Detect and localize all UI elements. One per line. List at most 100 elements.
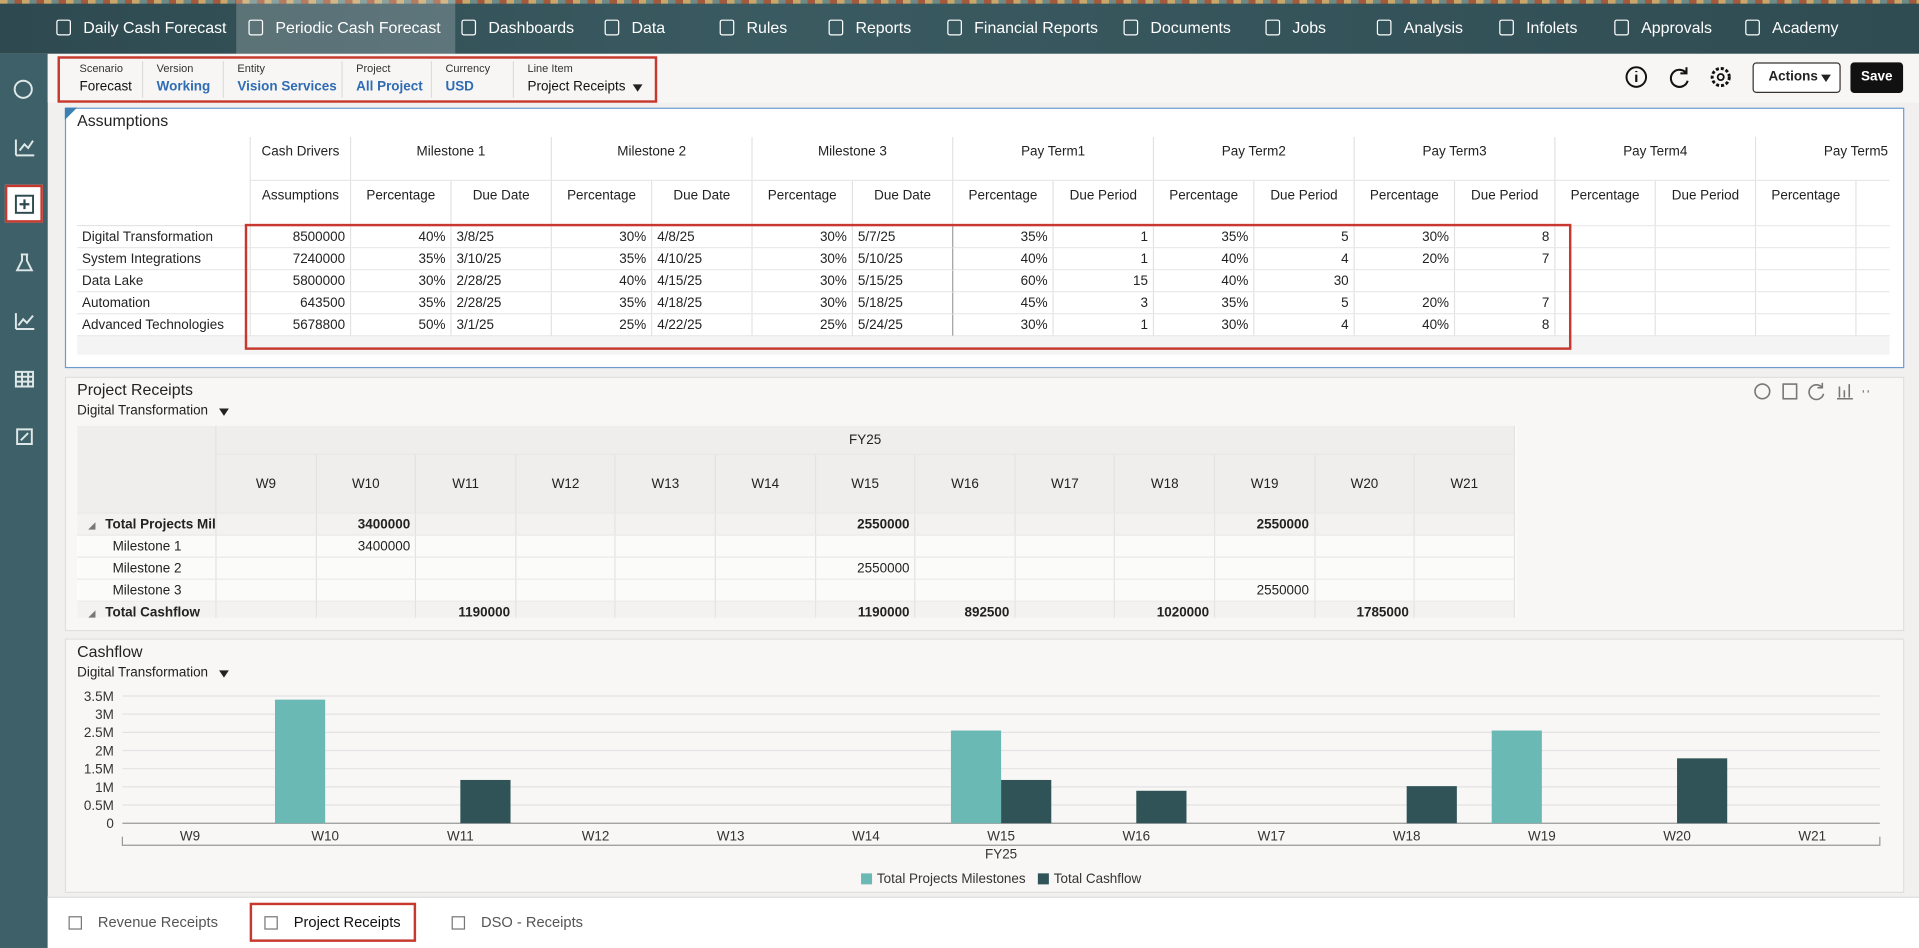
data-cell[interactable]: 35% [1154, 226, 1255, 249]
data-cell[interactable]: 5678800 [250, 314, 352, 337]
data-cell[interactable]: 5/7/25 [853, 226, 954, 249]
data-cell[interactable]: 20% [1354, 292, 1456, 315]
data-cell[interactable]: 2/28/25 [451, 292, 552, 315]
data-cell[interactable]: 5/15/25 [853, 270, 954, 293]
data-cell[interactable]: 5/18/25 [853, 292, 954, 315]
data-cell[interactable]: 30% [752, 270, 854, 293]
pov-value[interactable]: All Project [356, 79, 423, 95]
data-cell[interactable]: 3/1/25 [451, 314, 552, 337]
data-cell[interactable]: 3/8/25 [451, 226, 552, 249]
pov-value[interactable]: Working [156, 79, 211, 95]
data-cell[interactable]: 2/28/25 [451, 270, 552, 293]
nav-tab[interactable]: Reports [816, 0, 926, 54]
info-icon[interactable] [1754, 383, 1771, 400]
data-cell[interactable]: 30% [752, 226, 854, 249]
data-cell[interactable]: 5/24/25 [853, 314, 954, 337]
bottom-tab[interactable]: Project Receipts [264, 903, 401, 942]
data-cell[interactable]: 4/18/25 [652, 292, 753, 315]
pov-value[interactable]: USD [445, 79, 474, 95]
sidebar-icon[interactable] [12, 424, 36, 448]
member-selector[interactable]: Digital Transformation [77, 403, 209, 419]
info-icon[interactable] [1625, 66, 1648, 88]
data-cell[interactable]: 35% [351, 292, 452, 315]
data-cell[interactable]: 30% [752, 248, 854, 271]
data-cell[interactable]: 15 [1053, 270, 1155, 293]
dropdown-arrow[interactable] [219, 408, 229, 416]
nav-tab[interactable]: Financial Reports [935, 0, 1113, 54]
nav-tab[interactable]: Approvals [1602, 0, 1727, 54]
data-cell[interactable]: 3/10/25 [451, 248, 552, 271]
save-icon[interactable] [1782, 383, 1798, 400]
data-cell[interactable]: 30% [953, 314, 1054, 337]
member-selector[interactable]: Digital Transformation [77, 665, 209, 681]
data-cell[interactable]: 60% [953, 270, 1054, 293]
data-cell[interactable]: 8500000 [250, 226, 352, 249]
actions-button[interactable]: Actions [1752, 62, 1841, 93]
data-cell[interactable]: 40% [1354, 314, 1456, 337]
data-cell[interactable]: 35% [953, 226, 1054, 249]
data-cell[interactable]: 40% [953, 248, 1054, 271]
nav-tab[interactable]: Jobs [1253, 0, 1340, 54]
nav-tab[interactable]: Daily Cash Forecast [44, 0, 241, 54]
data-cell[interactable]: 5 [1254, 292, 1355, 315]
refresh-icon[interactable] [1808, 382, 1825, 401]
nav-tab[interactable]: Periodic Cash Forecast [236, 0, 456, 54]
settings-icon[interactable] [1710, 67, 1731, 88]
data-cell[interactable]: 7240000 [250, 248, 352, 271]
save-button[interactable]: Save [1850, 62, 1904, 93]
data-cell[interactable]: 40% [351, 226, 452, 249]
dropdown-arrow[interactable] [632, 84, 643, 92]
nav-tab[interactable]: Infolets [1487, 0, 1592, 54]
data-cell[interactable]: 25% [551, 314, 653, 337]
data-cell[interactable]: 3 [1053, 292, 1155, 315]
data-cell[interactable]: 8 [1455, 226, 1556, 249]
data-cell[interactable]: 35% [551, 248, 653, 271]
data-cell[interactable]: 40% [1154, 248, 1255, 271]
data-cell[interactable]: 4/8/25 [652, 226, 753, 249]
dropdown-arrow[interactable] [1821, 74, 1831, 82]
nav-tab[interactable]: Data [592, 0, 679, 54]
expand-arrow[interactable] [88, 522, 96, 530]
dropdown-arrow[interactable] [219, 670, 229, 678]
sidebar-icon[interactable] [12, 251, 36, 275]
data-cell[interactable]: 7 [1455, 248, 1556, 271]
sidebar-icon[interactable] [12, 135, 36, 159]
data-cell[interactable]: 50% [351, 314, 452, 337]
data-cell[interactable]: 45% [953, 292, 1054, 315]
data-cell[interactable]: 30% [1154, 314, 1255, 337]
data-cell[interactable]: 4 [1254, 248, 1355, 271]
data-cell[interactable]: 30% [351, 270, 452, 293]
nav-tab[interactable]: Rules [707, 0, 802, 54]
data-cell[interactable]: 30% [1354, 226, 1456, 249]
data-cell[interactable]: 5 [1254, 226, 1355, 249]
nav-tab[interactable]: Analysis [1365, 0, 1478, 54]
data-cell[interactable]: 35% [551, 292, 653, 315]
bottom-tab[interactable]: DSO - Receipts [451, 903, 583, 942]
nav-tab[interactable]: Documents [1111, 0, 1245, 54]
data-cell[interactable]: 35% [351, 248, 452, 271]
nav-tab[interactable]: Academy [1733, 0, 1853, 54]
data-cell[interactable]: 5800000 [250, 270, 352, 293]
data-cell[interactable]: 35% [1154, 292, 1255, 315]
data-cell[interactable]: 4/10/25 [652, 248, 753, 271]
data-cell[interactable]: 8 [1455, 314, 1556, 337]
data-cell[interactable]: 30% [551, 226, 653, 249]
data-cell[interactable]: 4 [1254, 314, 1355, 337]
data-cell[interactable]: 20% [1354, 248, 1456, 271]
data-cell[interactable]: 30 [1254, 270, 1355, 293]
pov-value[interactable]: Vision Services [237, 79, 337, 95]
sidebar-icon[interactable] [12, 77, 36, 101]
pov-value[interactable]: Forecast [79, 79, 132, 95]
data-cell[interactable]: 40% [1154, 270, 1255, 293]
data-cell[interactable]: 643500 [250, 292, 352, 315]
data-cell[interactable]: 1 [1053, 226, 1155, 249]
bottom-tab[interactable]: Revenue Receipts [68, 903, 218, 942]
pov-value[interactable]: Project Receipts [527, 79, 626, 95]
refresh-icon[interactable] [1669, 67, 1689, 88]
data-cell[interactable]: 1 [1053, 314, 1155, 337]
data-cell[interactable]: 5/10/25 [853, 248, 954, 271]
data-cell[interactable]: 4/22/25 [652, 314, 753, 337]
sidebar-icon[interactable] [12, 367, 36, 391]
sidebar-icon[interactable] [12, 308, 36, 332]
data-cell[interactable]: 7 [1455, 292, 1556, 315]
